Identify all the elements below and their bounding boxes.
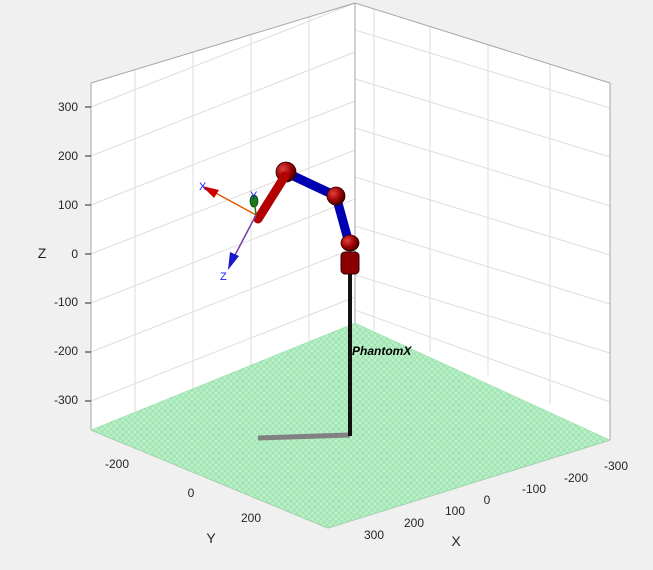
tool-frame-y-label: Y bbox=[250, 190, 258, 202]
y-tick-label: -200 bbox=[105, 457, 129, 471]
z-tick-marks bbox=[85, 106, 91, 402]
x-tick-label: 100 bbox=[445, 504, 465, 518]
z-tick-label: 0 bbox=[71, 247, 78, 261]
tool-frame-x-label: X bbox=[199, 181, 207, 193]
x-axis-label: X bbox=[451, 533, 461, 549]
z-tick-label: 300 bbox=[58, 100, 78, 114]
z-tick-label: 200 bbox=[58, 149, 78, 163]
x-tick-label: -200 bbox=[564, 471, 588, 485]
z-tick-label: -200 bbox=[54, 344, 78, 358]
z-axis-label: Z bbox=[38, 245, 47, 261]
y-tick-label: 0 bbox=[188, 486, 195, 500]
x-tick-label: 0 bbox=[484, 493, 491, 507]
tool-frame-y-axis bbox=[253, 197, 257, 216]
x-tick-label: 300 bbox=[364, 528, 384, 542]
tool-frame-z-label: Z bbox=[220, 271, 227, 283]
joint-3 bbox=[326, 186, 346, 206]
y-axis-ticks: -200 0 200 bbox=[105, 457, 261, 525]
right-wall bbox=[355, 3, 610, 440]
z-tick-label: -100 bbox=[54, 295, 78, 309]
robot-base-joint bbox=[340, 251, 360, 275]
robot-shadow bbox=[257, 432, 351, 441]
tool-frame: X Y Z bbox=[199, 181, 258, 283]
z-axis-ticks: 300 200 100 0 -100 -200 -300 bbox=[54, 100, 78, 407]
tool-frame-x-axis bbox=[211, 190, 257, 216]
z-tick-label: 100 bbox=[58, 198, 78, 212]
tool-frame-x-arrowhead bbox=[202, 186, 219, 198]
x-axis-ticks: -300 -200 -100 0 100 200 300 bbox=[364, 459, 628, 542]
y-axis-label: Y bbox=[206, 530, 216, 546]
x-tick-label: -100 bbox=[522, 482, 546, 496]
x-tick-label: -300 bbox=[604, 459, 628, 473]
grid-lines bbox=[90, 2, 611, 412]
robot-name-label: PhantomX bbox=[352, 344, 412, 358]
y-tick-label: 200 bbox=[241, 511, 261, 525]
x-tick-label: 200 bbox=[404, 516, 424, 530]
tool-frame-z-axis bbox=[233, 214, 257, 258]
z-tick-label: -300 bbox=[54, 393, 78, 407]
axes-box bbox=[90, 2, 611, 529]
robot-forearm bbox=[253, 171, 290, 224]
joint-4 bbox=[340, 234, 360, 252]
tool-frame-z-arrowhead bbox=[228, 252, 239, 270]
